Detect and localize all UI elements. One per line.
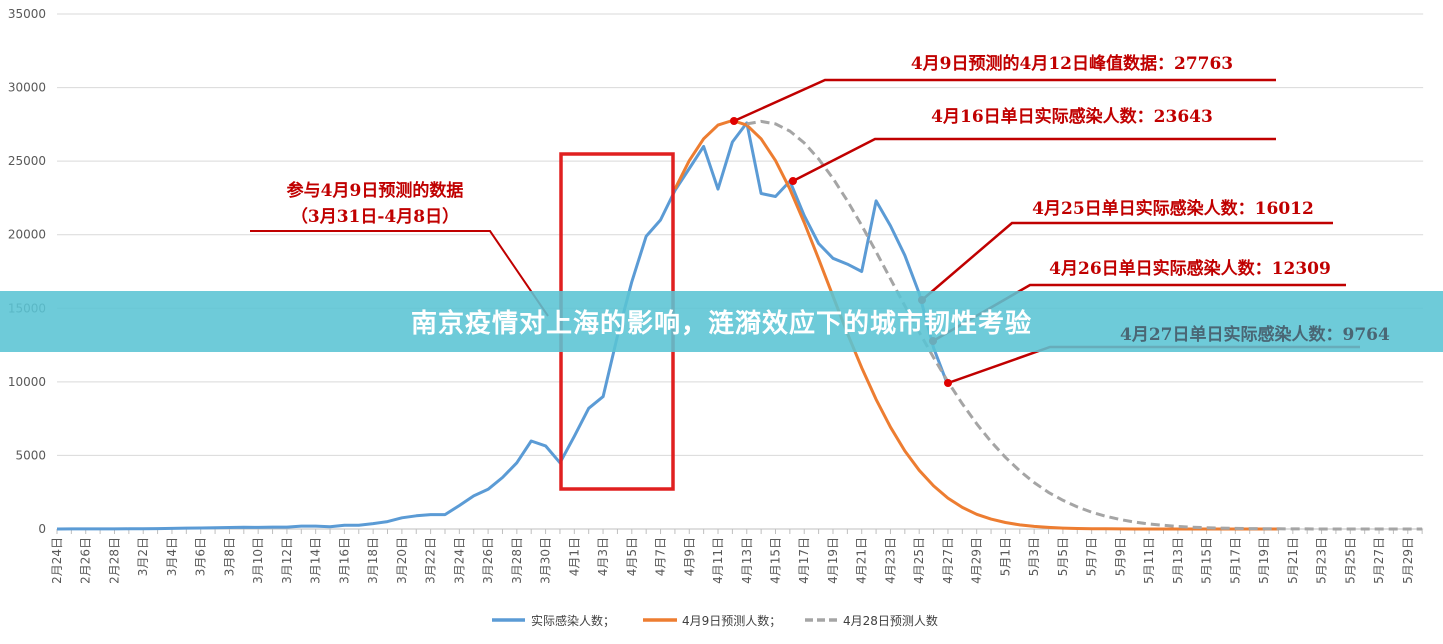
x-tick-label: 4月13日 [740,537,754,584]
x-tick-label: 5月27日 [1372,537,1386,584]
legend-label: 4月28日预测人数 [843,613,938,628]
x-tick-label: 5月7日 [1085,537,1099,576]
leader-line [947,345,1360,385]
x-tick-label: 4月3日 [596,537,610,576]
x-tick-label: 4月29日 [970,537,984,584]
x-tick-label: 5月21日 [1286,537,1300,584]
x-tick-label: 3月10日 [251,537,265,584]
x-tick-label: 5月5日 [1056,537,1070,576]
x-tick-label: 4月27日 [941,537,955,584]
x-tick-label: 3月28日 [510,537,524,584]
annotation-text: （3月31日-4月8日） [291,206,459,227]
x-tick-label: 3月18日 [366,537,380,584]
x-tick-label: 4月23日 [883,537,897,584]
x-tick-label: 5月3日 [1027,537,1041,576]
series-apr28-forecast-line [746,119,1423,531]
x-tick-label: 5月23日 [1315,537,1329,584]
series-apr9-forecast-line [673,119,1279,531]
x-tick-label: 4月15日 [769,537,783,584]
x-tick-label: 3月30日 [539,537,553,584]
title-banner: 南京疫情对上海的影响，涟漪效应下的城市韧性考验 [0,291,1443,352]
annotation-text: 4月25日单日实际感染人数：16012 [1032,198,1314,219]
y-tick-label: 30000 [8,81,46,95]
x-tick-label: 3月4日 [165,537,179,576]
leader-line [792,137,1276,183]
x-tick-label: 5月15日 [1200,537,1214,584]
x-tick-label: 5月13日 [1171,537,1185,584]
x-tick-label: 4月25日 [912,537,926,584]
y-tick-label: 10000 [8,375,46,389]
annotation-prediction-data: 参与4月9日预测的数据 （3月31日-4月8日） [250,180,549,317]
x-tick-label: 3月20日 [395,537,409,584]
x-tick-label: 5月25日 [1343,537,1357,584]
x-tick-label: 3月14日 [309,537,323,584]
banner-title: 南京疫情对上海的影响，涟漪效应下的城市韧性考验 [410,309,1032,339]
x-tick-label: 5月17日 [1228,537,1242,584]
y-tick-label: 25000 [8,154,46,168]
leader-line [733,78,1276,123]
x-tick-label: 2月26日 [79,537,93,584]
legend: 实际感染人数； 4月9日预测人数； 4月28日预测人数 [492,613,938,628]
y-tick-label: 20000 [8,228,46,242]
x-tick-label: 3月22日 [424,537,438,584]
legend-label: 4月9日预测人数； [682,613,781,628]
x-tick-label: 3月16日 [337,537,351,584]
x-tick-label: 2月24日 [50,537,64,584]
leader-line [250,230,549,317]
leader-line [921,221,1333,301]
x-tick-label: 5月1日 [998,537,1012,576]
annotation-apr16: 4月16日单日实际感染人数：23643 [789,106,1276,185]
x-tick-label: 4月5日 [625,537,639,576]
annotation-text: 参与4月9日预测的数据 [287,180,464,201]
x-tick-label: 4月11日 [711,537,725,584]
series-actual-line [56,121,950,531]
x-tick-label: 5月9日 [1113,537,1127,576]
x-tick-label: 3月24日 [452,537,466,584]
annotation-point [944,379,952,387]
x-tick-label: 4月1日 [567,537,581,576]
legend-label: 实际感染人数； [531,613,615,628]
x-tick-label: 2月28日 [107,537,121,584]
x-tick-label: 5月19日 [1257,537,1271,584]
x-tick-label: 4月7日 [654,537,668,576]
x-tick-label: 5月11日 [1142,537,1156,584]
x-tick-label: 3月2日 [136,537,150,576]
annotation-text: 4月16日单日实际感染人数：23643 [931,106,1213,127]
x-tick-label: 4月21日 [855,537,869,584]
x-tick-label: 5月29日 [1401,537,1415,584]
x-tick-label: 3月8日 [222,537,236,576]
annotation-peak: 4月9日预测的4月12日峰值数据：27763 [730,53,1276,125]
x-tick-label: 4月19日 [826,537,840,584]
annotation-text: 4月9日预测的4月12日峰值数据：27763 [911,53,1233,74]
annotation-point [730,117,738,125]
x-tick-label: 3月26日 [481,537,495,584]
annotation-apr27 [944,345,1360,387]
y-tick-label: 35000 [8,7,46,21]
x-tick-label: 4月17日 [797,537,811,584]
x-tick-label: 3月6日 [194,537,208,576]
annotation-text: 4月26日单日实际感染人数：12309 [1049,258,1331,279]
x-tick-label: 4月9日 [682,537,696,576]
y-tick-label: 0 [38,522,46,536]
annotation-point [789,177,797,185]
x-tick-label: 3月12日 [280,537,294,584]
y-tick-label: 5000 [15,448,46,462]
annotation-apr25: 4月25日单日实际感染人数：16012 [918,198,1333,304]
